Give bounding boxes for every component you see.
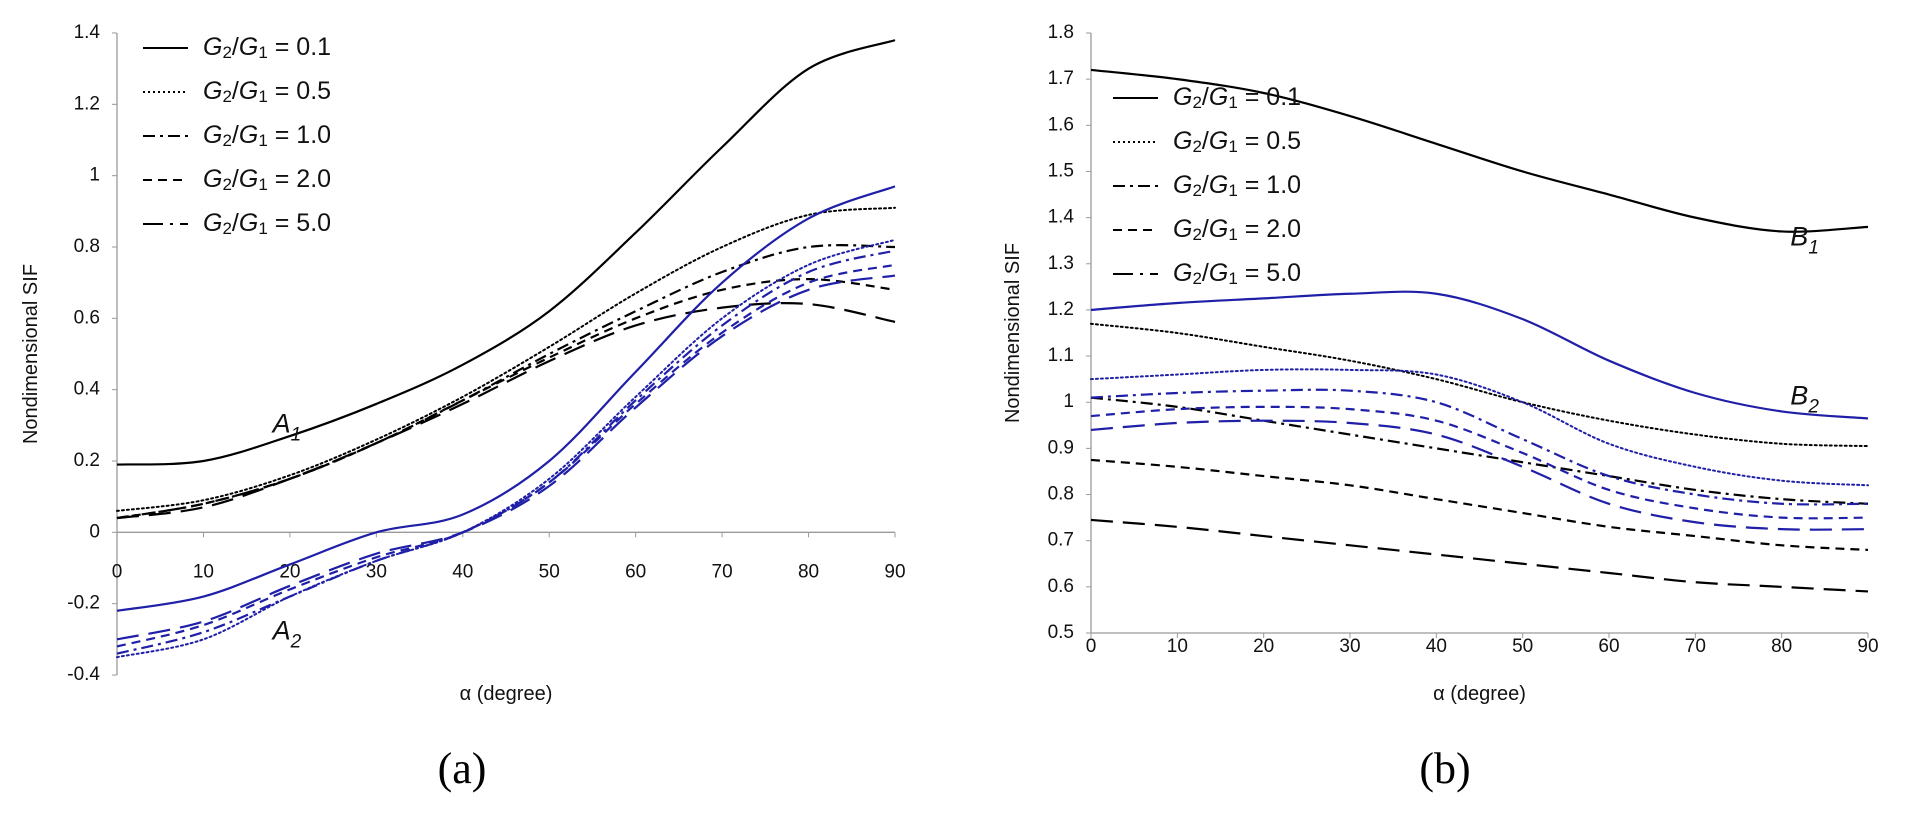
- x-tick-label: 50: [1512, 636, 1533, 657]
- y-tick-label: -0.2: [67, 593, 100, 614]
- plot-area-b: 0.5 0.6 0.7 0.8 0.9 1 1.1 1.2 1.3 1.4 1.5 1.6 1.7 1.8…: [1002, 22, 1879, 705]
- series-line-7: [1090, 368, 1869, 487]
- x-tick-label: 40: [452, 561, 473, 582]
- x-tick-label: 90: [884, 561, 905, 582]
- y-axis-title: Nondimensional SIF: [20, 264, 42, 444]
- y-axis-title: Nondimensional SIF: [1002, 243, 1024, 423]
- y-tick-label: 1.2: [1048, 299, 1074, 320]
- x-tick-label: 30: [366, 561, 387, 582]
- series-line-4: [1090, 458, 1869, 552]
- legend-label-4: G2/G1 = 2.0: [203, 165, 331, 195]
- x-tick-label: 90: [1857, 636, 1878, 657]
- panel-label-a: (a): [438, 744, 487, 793]
- x-tick-label: 0: [1086, 636, 1097, 657]
- series-line-3: [116, 244, 896, 520]
- x-tick-label: 50: [539, 561, 560, 582]
- y-tick-label: 0.6: [1048, 576, 1074, 597]
- legend-label-3: G2/G1 = 1.0: [203, 121, 331, 151]
- series-line-8: [116, 249, 896, 655]
- series-line-4: [116, 277, 896, 520]
- y-tick-label: 0.7: [1048, 530, 1074, 551]
- legend-label-3: G2/G1 = 1.0: [1173, 171, 1301, 201]
- series-line-3: [1090, 396, 1869, 505]
- y-tick-label: -0.4: [67, 664, 100, 685]
- x-tick-label: 10: [193, 561, 214, 582]
- y-tick-label: 0.5: [1048, 622, 1074, 643]
- x-tick-label: 70: [1685, 636, 1706, 657]
- plot-area-a: -0.4-0.200.20.40.60.811.21.40 10 20 30 40 50 6…: [20, 22, 906, 705]
- y-tick-label: 0.8: [74, 236, 100, 257]
- x-tick-label: 70: [712, 561, 733, 582]
- x-tick-label: 80: [798, 561, 819, 582]
- legend-label-4: G2/G1 = 2.0: [1173, 215, 1301, 245]
- y-tick-label: 1: [89, 165, 100, 186]
- panel-label-b: (b): [1419, 744, 1470, 793]
- x-tick-label: 40: [1426, 636, 1447, 657]
- legend-label-2: G2/G1 = 0.5: [203, 77, 331, 107]
- annotation-b2: B2: [1790, 381, 1819, 418]
- annotation-a1: A1: [271, 408, 302, 445]
- x-tick-label: 20: [1253, 636, 1274, 657]
- series-line-10: [116, 274, 896, 641]
- y-tick-label: 1.3: [1048, 253, 1074, 274]
- y-tick-label: 1: [1063, 391, 1074, 412]
- y-tick-label: 0.8: [1048, 484, 1074, 505]
- series-line-2: [116, 206, 896, 512]
- legend-label-1: G2/G1 = 0.1: [203, 33, 331, 63]
- x-tick-label: 60: [1598, 636, 1619, 657]
- y-tick-label: 1.5: [1048, 160, 1074, 181]
- series-line-6: [1090, 290, 1869, 420]
- y-tick-label: 0.9: [1048, 437, 1074, 458]
- x-tick-label: 60: [625, 561, 646, 582]
- annotation-b1: B1: [1790, 221, 1819, 258]
- x-axis-title: α (degree): [460, 683, 553, 705]
- legend-label-5: G2/G1 = 5.0: [203, 209, 331, 239]
- series-line-8: [1090, 388, 1869, 506]
- y-tick-label: 1.1: [1048, 345, 1074, 366]
- series-line-6: [116, 185, 896, 612]
- series-line-9: [1090, 405, 1869, 520]
- y-tick-label: 1.4: [74, 22, 101, 43]
- y-tick-label: 1.2: [74, 93, 100, 114]
- series-line-2: [1090, 322, 1869, 448]
- annotation-a2: A2: [271, 615, 302, 652]
- chart-b: 0.5 0.6 0.7 0.8 0.9 1 1.1 1.2 1.3 1.4 1.5 1.6 1.7 1.8…: [1002, 22, 1879, 793]
- y-tick-label: 0.2: [74, 450, 100, 471]
- series-line-5: [1090, 518, 1869, 593]
- y-tick-label: 1.6: [1048, 114, 1074, 135]
- legend-label-5: G2/G1 = 5.0: [1173, 259, 1301, 289]
- y-tick-label: 1.8: [1048, 22, 1074, 43]
- y-tick-label: 0: [89, 521, 100, 542]
- chart-a: -0.4-0.200.20.40.60.811.21.40 10 20 30 40 50 6…: [20, 22, 906, 793]
- series-line-1: [116, 39, 896, 466]
- legend-label-2: G2/G1 = 0.5: [1173, 127, 1301, 157]
- series-line-7: [116, 238, 896, 659]
- x-tick-label: 0: [112, 561, 123, 582]
- series-line-9: [116, 263, 896, 648]
- x-tick-label: 80: [1771, 636, 1792, 657]
- series-line-5: [116, 302, 896, 520]
- y-tick-label: 1.7: [1048, 68, 1074, 89]
- x-axis-title: α (degree): [1433, 683, 1526, 705]
- y-tick-label: 0.6: [74, 307, 100, 328]
- series-line-1: [1090, 68, 1869, 233]
- y-tick-label: 0.4: [74, 379, 101, 400]
- series-line-10: [1090, 419, 1869, 531]
- x-tick-label: 30: [1339, 636, 1360, 657]
- legend-label-1: G2/G1 = 0.1: [1173, 83, 1301, 113]
- y-tick-label: 1.4: [1048, 207, 1075, 228]
- x-tick-label: 10: [1167, 636, 1188, 657]
